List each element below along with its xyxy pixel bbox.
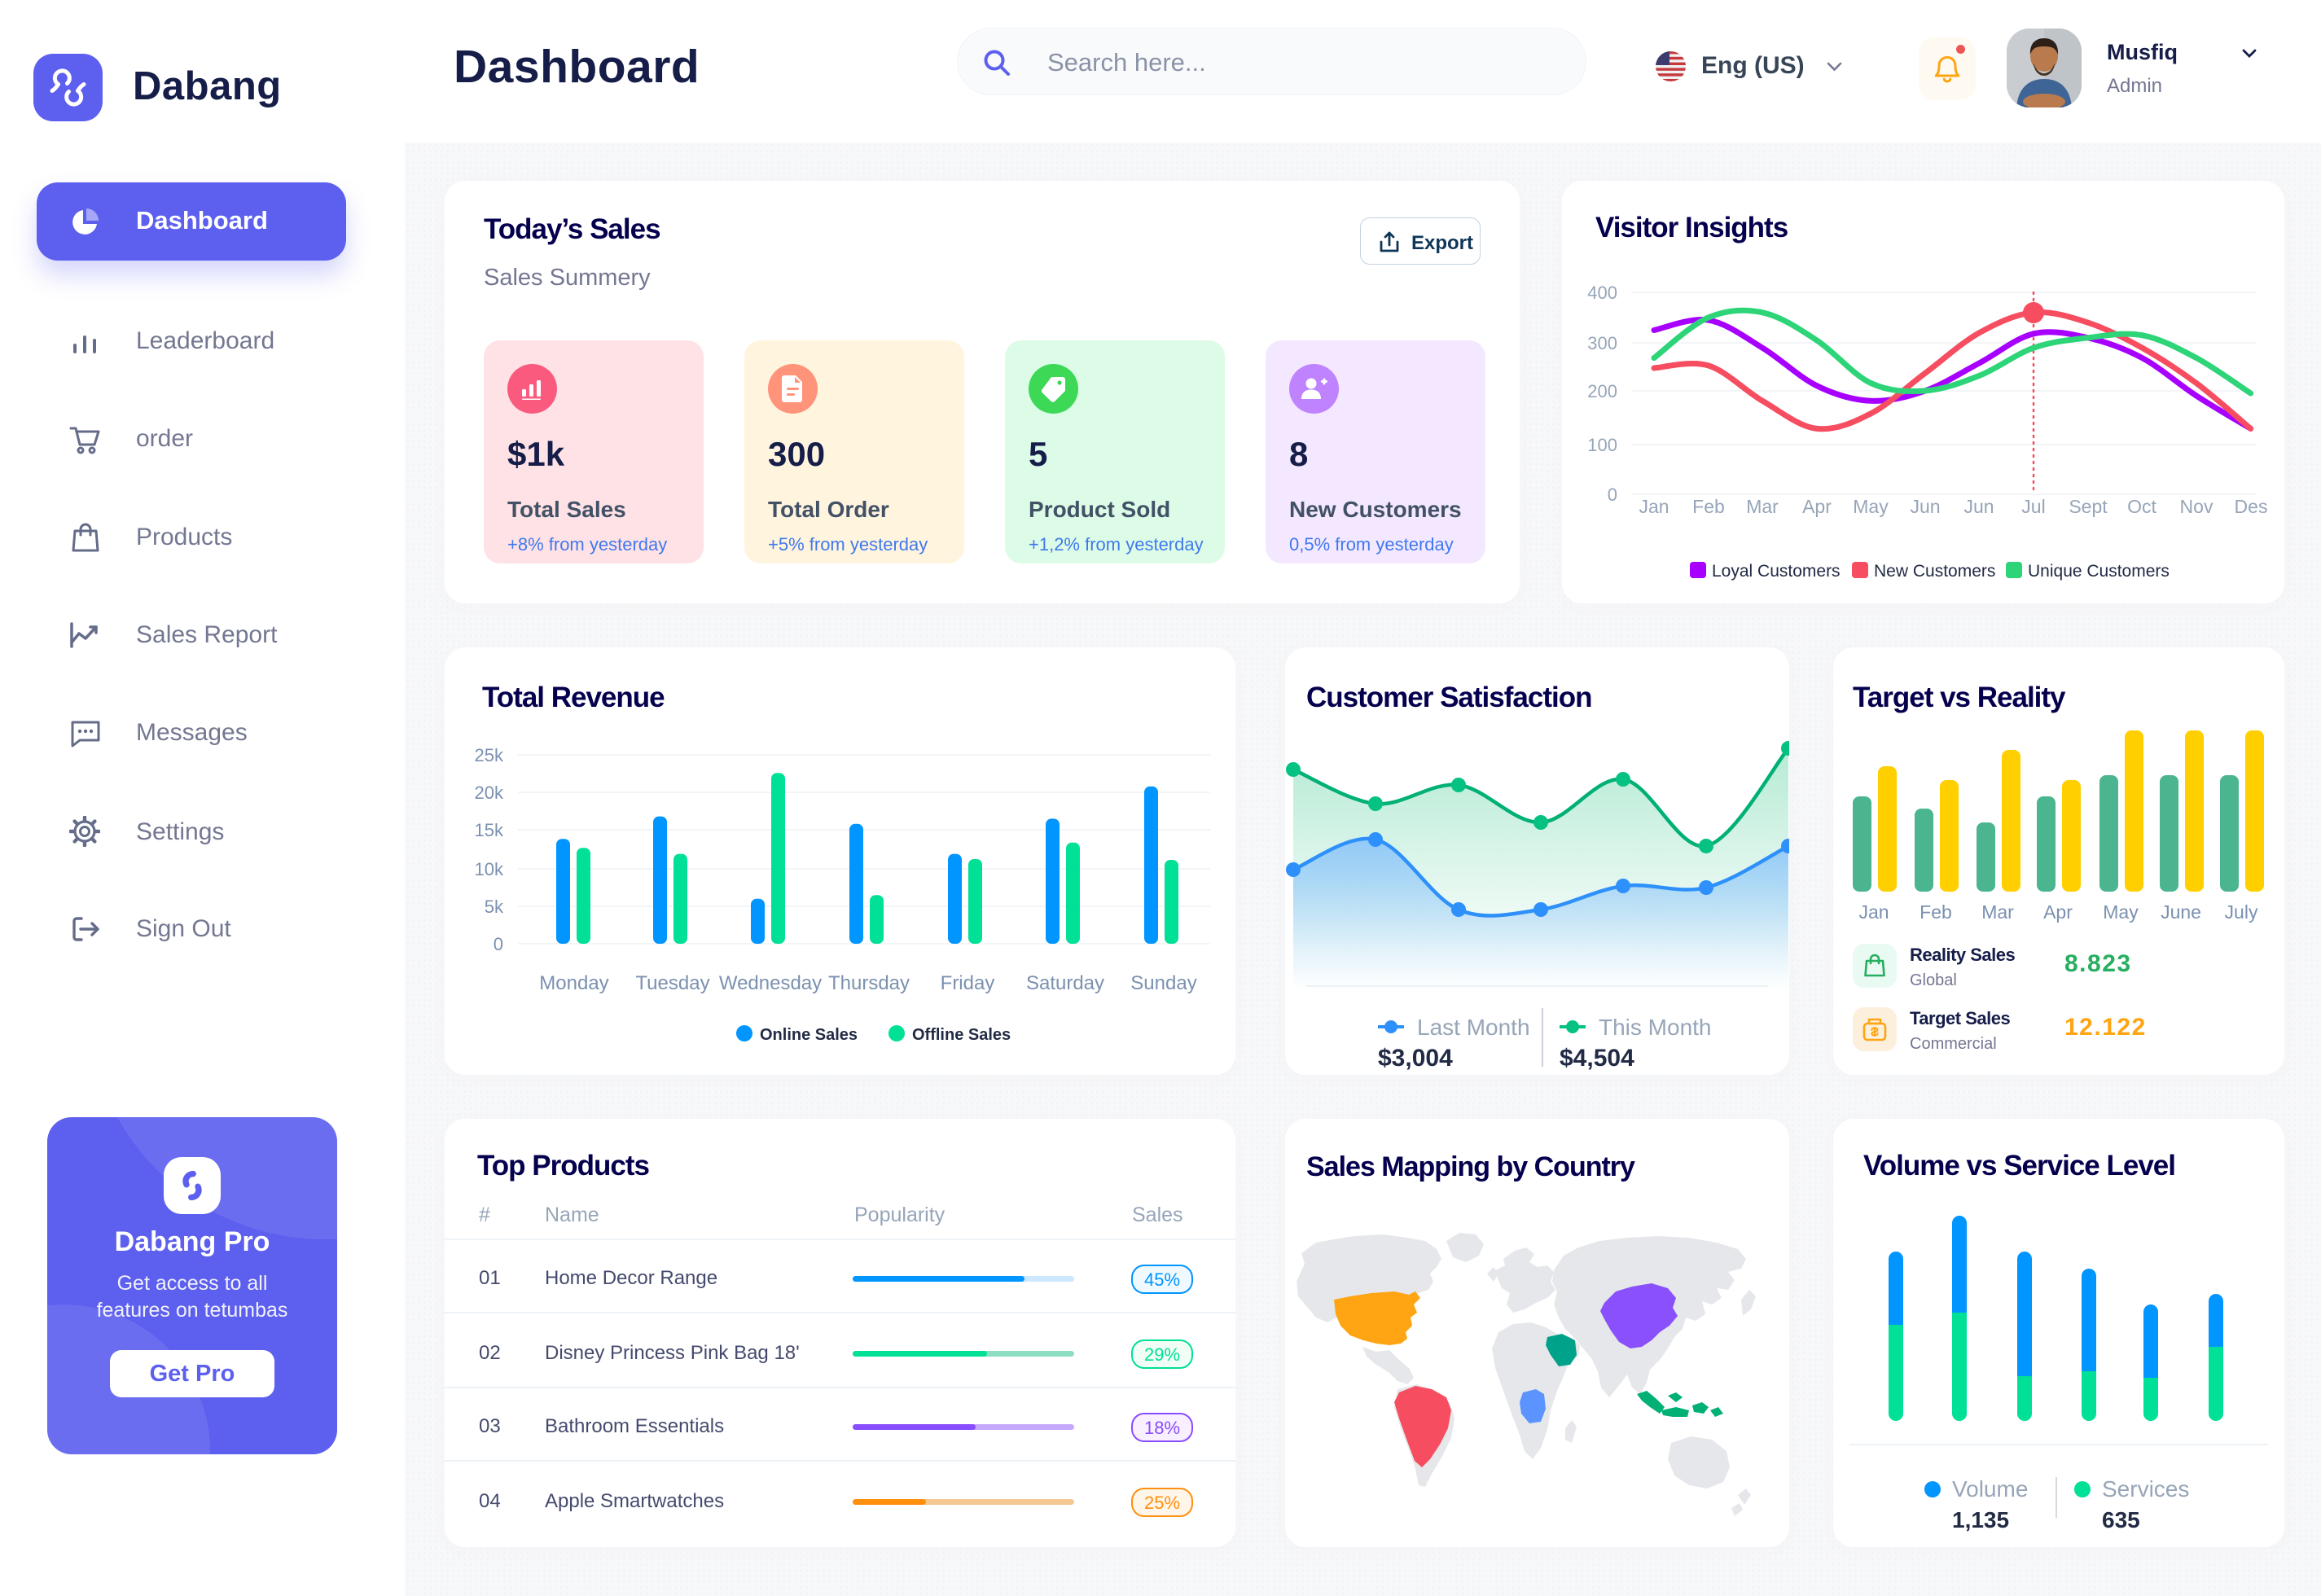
svg-text:Mar: Mar (1746, 496, 1779, 517)
svg-text:1,135: 1,135 (1952, 1507, 2009, 1532)
svg-text:May: May (1853, 496, 1889, 517)
svg-text:Feb: Feb (1920, 901, 1952, 923)
svg-text:20k: 20k (475, 783, 504, 803)
svg-text:Apr: Apr (1802, 496, 1832, 517)
svg-text:Wednesday: Wednesday (719, 972, 822, 994)
svg-text:Sunday: Sunday (1130, 972, 1196, 994)
svg-text:0: 0 (1608, 484, 1617, 505)
svg-text:Monday: Monday (539, 972, 608, 994)
svg-text:Services: Services (2102, 1476, 2189, 1502)
svg-text:0: 0 (494, 934, 503, 954)
svg-text:100: 100 (1587, 435, 1617, 455)
svg-text:300: 300 (1587, 333, 1617, 353)
svg-text:Jun: Jun (1910, 496, 1940, 517)
svg-text:$3,004: $3,004 (1378, 1045, 1453, 1072)
svg-text:Oct: Oct (2127, 496, 2156, 517)
svg-text:400: 400 (1587, 283, 1617, 303)
svg-text:July: July (2225, 901, 2258, 923)
svg-text:May: May (2103, 901, 2139, 923)
svg-text:635: 635 (2102, 1507, 2140, 1532)
svg-text:200: 200 (1587, 381, 1617, 401)
svg-text:Jun: Jun (1963, 496, 1994, 517)
svg-text:Loyal Customers: Loyal Customers (1712, 562, 1841, 581)
svg-text:Offline Sales: Offline Sales (912, 1026, 1011, 1044)
svg-text:Jul: Jul (2021, 496, 2045, 517)
svg-text:Saturday: Saturday (1026, 972, 1104, 994)
svg-text:15k: 15k (475, 820, 504, 840)
svg-text:Tuesday: Tuesday (635, 972, 709, 994)
svg-text:5k: 5k (485, 897, 504, 917)
svg-text:New Customers: New Customers (1874, 562, 1995, 581)
svg-text:Volume: Volume (1952, 1476, 2028, 1502)
svg-text:Online Sales: Online Sales (760, 1026, 858, 1044)
svg-text:25k: 25k (475, 745, 504, 765)
svg-text:Thursday: Thursday (828, 972, 910, 994)
svg-text:Feb: Feb (1692, 496, 1725, 517)
svg-text:Jan: Jan (1639, 496, 1669, 517)
svg-text:Friday: Friday (941, 972, 995, 994)
svg-text:June: June (2161, 901, 2201, 923)
svg-text:$4,504: $4,504 (1560, 1045, 1634, 1072)
svg-text:Unique Customers: Unique Customers (2028, 562, 2170, 581)
svg-text:Nov: Nov (2180, 496, 2214, 517)
svg-text:This Month: This Month (1599, 1015, 1712, 1040)
svg-text:10k: 10k (475, 859, 504, 879)
svg-text:Last Month: Last Month (1417, 1015, 1530, 1040)
svg-text:Mar: Mar (1981, 901, 2014, 923)
svg-text:Jan: Jan (1858, 901, 1889, 923)
svg-text:Apr: Apr (2043, 901, 2073, 923)
svg-text:Des: Des (2235, 496, 2268, 517)
svg-text:Sept: Sept (2069, 496, 2108, 517)
